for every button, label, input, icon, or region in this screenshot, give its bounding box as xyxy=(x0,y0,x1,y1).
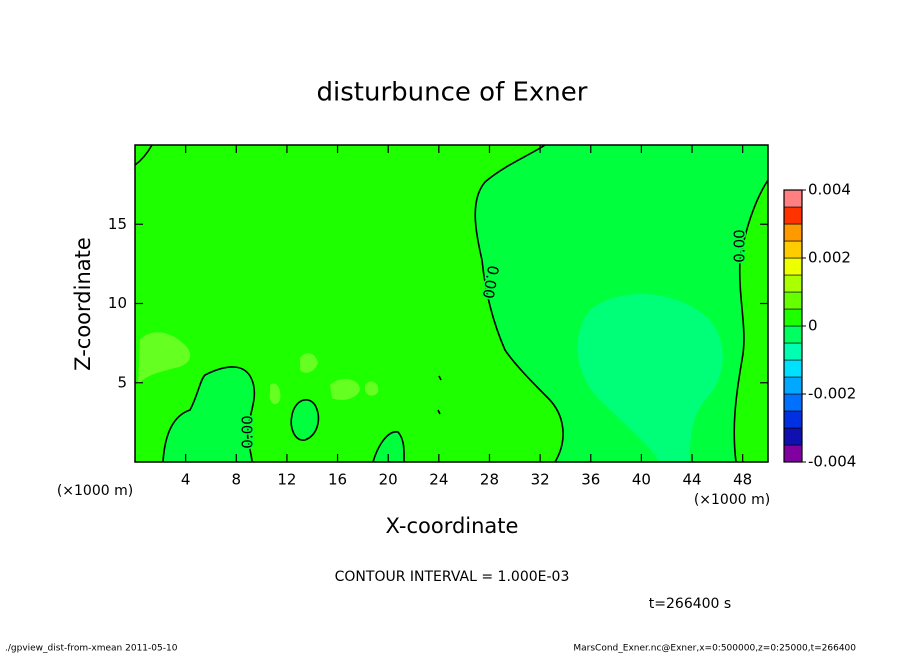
colorbar-box xyxy=(783,376,803,395)
colorbar-box xyxy=(783,274,803,293)
colorbar-box xyxy=(783,393,803,412)
colorbar-box xyxy=(783,410,803,429)
contour-label: 0.00 xyxy=(731,229,749,262)
x-tick-label: 32 xyxy=(531,471,550,489)
contour-line xyxy=(290,399,320,441)
contour-fill xyxy=(135,145,768,462)
x-tick-label: 8 xyxy=(232,471,242,489)
contour-region xyxy=(577,293,723,462)
contour-line xyxy=(733,179,769,463)
x-tick-label: 16 xyxy=(328,471,347,489)
y-tick-label: 15 xyxy=(108,215,127,233)
colorbar-box xyxy=(783,308,803,327)
colorbar-tick-label: 0 xyxy=(808,317,818,335)
colorbar-box xyxy=(783,444,803,463)
colorbar-tick-label: 0.004 xyxy=(808,181,851,199)
x-tick-label: 4 xyxy=(181,471,191,489)
x-tick-label: 24 xyxy=(429,471,448,489)
x-tick-label: 28 xyxy=(480,471,499,489)
contour-region xyxy=(291,399,319,441)
x-tick-label: 40 xyxy=(632,471,651,489)
chart-title: disturbunce of Exner xyxy=(317,78,588,108)
colorbar-tick-label: -0.004 xyxy=(808,453,856,471)
x-axis-label: X-coordinate xyxy=(386,514,519,538)
time-label: t=266400 s xyxy=(649,596,731,612)
colorbar-box xyxy=(783,325,803,344)
colorbar-box xyxy=(783,427,803,446)
colorbar-box xyxy=(783,257,803,276)
x-tick-label: 48 xyxy=(733,471,752,489)
footer-right: MarsCond_Exner.nc@Exner,x=0:500000,z=0:2… xyxy=(573,644,856,654)
colorbar-box xyxy=(783,189,803,208)
contour-region xyxy=(163,366,255,462)
colorbar-box xyxy=(783,240,803,259)
y-unit: (×1000 m) xyxy=(694,492,770,508)
y-tick-label: 10 xyxy=(108,294,127,312)
contour-line xyxy=(372,431,405,463)
contour-line xyxy=(162,366,256,463)
colorbar-box xyxy=(783,223,803,242)
y-tick-label: 5 xyxy=(117,373,127,391)
contour-label: 0.00 xyxy=(239,415,257,448)
x-tick-label: 20 xyxy=(379,471,398,489)
contour-interval: CONTOUR INTERVAL = 1.000E-03 xyxy=(335,569,570,585)
colorbar-tick-label: 0.002 xyxy=(808,249,851,267)
contour-line xyxy=(437,375,442,415)
colorbar-box xyxy=(783,359,803,378)
x-tick-label: 12 xyxy=(277,471,296,489)
contour-region xyxy=(373,431,405,462)
contour-line xyxy=(134,144,153,166)
colorbar-box xyxy=(783,206,803,225)
colorbar-box xyxy=(783,291,803,310)
x-tick-label: 44 xyxy=(682,471,701,489)
x-unit: (×1000 m) xyxy=(57,483,133,499)
contour-line xyxy=(474,144,564,463)
footer-left: ./gpview_dist-from-xmean 2011-05-10 xyxy=(5,644,178,654)
y-axis-label: Z-coordinate xyxy=(71,237,95,371)
colorbar-tick-label: -0.002 xyxy=(808,385,856,403)
colorbar-box xyxy=(783,342,803,361)
x-tick-label: 36 xyxy=(581,471,600,489)
contour-region xyxy=(138,332,379,405)
